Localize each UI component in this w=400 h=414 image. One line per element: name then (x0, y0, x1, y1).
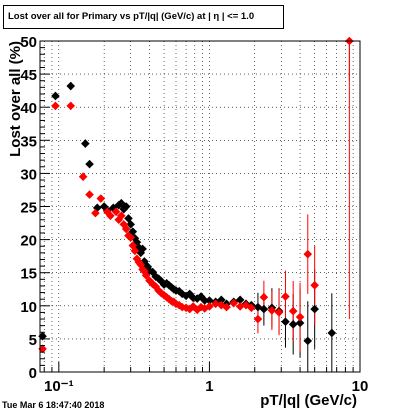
black-data-point (126, 220, 135, 229)
red-data-point (85, 190, 94, 199)
red-data-point (310, 280, 319, 290)
x-tick-label: 10 (352, 378, 369, 395)
black-data-point (188, 293, 198, 303)
black-data-point (174, 286, 184, 296)
y-tick-label: 40 (20, 100, 37, 117)
red-data-point (274, 308, 284, 317)
black-data-point (205, 296, 214, 305)
black-data-point (327, 328, 337, 338)
black-data-point (138, 244, 147, 254)
red-data-point (267, 306, 277, 315)
x-tick-label: 10⁻¹ (44, 378, 74, 395)
red-data-point (211, 299, 220, 309)
y-tick-label: 10 (20, 299, 37, 316)
red-data-point (121, 224, 131, 234)
red-data-point (205, 302, 214, 311)
black-data-point (196, 292, 206, 301)
black-data-point (85, 159, 94, 169)
x-tick-labels: 10⁻¹ 1 10 (44, 378, 368, 395)
y-tick-label: 5 (29, 332, 37, 349)
red-data-point (119, 220, 129, 229)
black-data-point (281, 317, 290, 326)
red-data-point (141, 271, 151, 280)
black-data-point (124, 214, 133, 223)
black-data-point (253, 302, 263, 312)
red-data-point (196, 302, 206, 312)
y-tick-label: 35 (20, 133, 37, 150)
red-data-point (235, 302, 245, 311)
red-data-point (111, 207, 121, 217)
red-data-point (157, 288, 166, 298)
grid-lines (40, 41, 361, 372)
red-data-point (117, 211, 126, 221)
black-data-point (235, 295, 245, 305)
x-tick-label: 1 (205, 378, 213, 395)
x-axis-label: pT/|q| (GeV/c) (260, 392, 357, 409)
black-data-point (288, 320, 298, 329)
red-data-point (303, 249, 313, 259)
red-data-point (136, 260, 146, 270)
y-tick-label: 25 (20, 200, 37, 217)
black-data-point (81, 139, 90, 148)
y-tick-label: 30 (20, 166, 37, 183)
y-tick-label: 15 (20, 266, 37, 283)
black-data-point (162, 278, 171, 288)
black-data-point (303, 336, 313, 346)
red-data-point (145, 276, 154, 285)
black-data-point (145, 266, 154, 276)
red-data-point (192, 305, 202, 315)
red-data-point (217, 300, 226, 310)
red-data-point (164, 294, 174, 304)
red-data-point (96, 194, 106, 203)
y-tick-label: 45 (20, 67, 37, 84)
red-data-point (229, 298, 239, 308)
red-data-point (66, 101, 76, 111)
y-axis-label: Lost over all (%) (7, 41, 24, 157)
red-data-point (288, 306, 298, 316)
axis-ticks (40, 40, 361, 373)
red-data-point (253, 314, 263, 324)
y-tick-label: 0 (29, 365, 37, 382)
black-data-point (148, 267, 157, 277)
red-data-point (171, 299, 181, 309)
timestamp: Tue Mar 6 18:47:40 2018 (2, 400, 105, 410)
y-tick-labels: 0 5 10 15 20 25 30 35 40 45 50 (20, 34, 37, 382)
red-data-point (181, 303, 191, 313)
black-data-point (310, 304, 319, 314)
red-data-point (126, 233, 135, 242)
red-data-point (51, 101, 60, 111)
y-tick-label: 50 (20, 34, 37, 51)
black-data-point (154, 274, 163, 283)
red-data-point (78, 172, 88, 182)
red-data-point (281, 292, 290, 301)
black-data-point (217, 295, 226, 305)
red-data-point (259, 292, 269, 302)
black-data-point (295, 318, 305, 328)
red-data-point (247, 303, 256, 313)
red-data-point (106, 211, 115, 221)
black-data-point (51, 91, 60, 101)
red-data-point (295, 312, 305, 322)
black-data-point (66, 81, 76, 91)
black-data-point (121, 202, 131, 211)
data-points (38, 36, 354, 354)
black-data-point (192, 294, 202, 303)
red-data-point (159, 290, 169, 300)
chart-title: Lost over all for Primary vs pT/|q| (GeV… (3, 5, 284, 29)
red-data-point (162, 292, 171, 302)
red-data-point (222, 302, 231, 312)
black-data-point (181, 291, 191, 301)
red-data-point (130, 246, 140, 256)
red-data-point (114, 215, 124, 225)
black-data-point (38, 331, 47, 341)
red-data-point (38, 344, 47, 354)
red-data-point (151, 282, 161, 291)
y-tick-label: 20 (20, 233, 37, 250)
red-data-point (91, 208, 100, 218)
black-data-point (200, 296, 209, 305)
black-data-point (259, 304, 269, 314)
red-data-point (188, 302, 198, 311)
red-data-point (177, 302, 187, 312)
